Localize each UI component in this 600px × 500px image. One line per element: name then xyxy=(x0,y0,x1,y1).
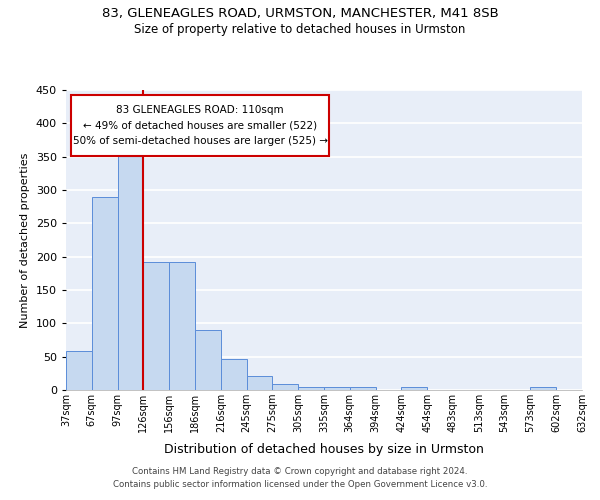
Text: Contains HM Land Registry data © Crown copyright and database right 2024.: Contains HM Land Registry data © Crown c… xyxy=(132,467,468,476)
Bar xyxy=(324,386,350,390)
Text: Distribution of detached houses by size in Urmston: Distribution of detached houses by size … xyxy=(164,442,484,456)
Bar xyxy=(298,386,324,390)
FancyBboxPatch shape xyxy=(71,94,329,156)
Bar xyxy=(66,350,92,390)
Bar xyxy=(221,360,247,390)
Bar xyxy=(118,154,143,390)
Bar xyxy=(272,384,298,390)
Bar xyxy=(401,388,427,390)
Bar xyxy=(143,262,169,390)
Bar xyxy=(92,196,118,390)
Bar xyxy=(169,262,195,390)
Y-axis label: Number of detached properties: Number of detached properties xyxy=(20,152,30,328)
Text: 83, GLENEAGLES ROAD, URMSTON, MANCHESTER, M41 8SB: 83, GLENEAGLES ROAD, URMSTON, MANCHESTER… xyxy=(101,8,499,20)
Text: Size of property relative to detached houses in Urmston: Size of property relative to detached ho… xyxy=(134,22,466,36)
Bar xyxy=(350,386,376,390)
Text: Contains public sector information licensed under the Open Government Licence v3: Contains public sector information licen… xyxy=(113,480,487,489)
Text: 83 GLENEAGLES ROAD: 110sqm
← 49% of detached houses are smaller (522)
50% of sem: 83 GLENEAGLES ROAD: 110sqm ← 49% of deta… xyxy=(73,104,328,146)
Bar xyxy=(530,388,556,390)
Bar xyxy=(247,376,272,390)
Bar xyxy=(195,330,221,390)
